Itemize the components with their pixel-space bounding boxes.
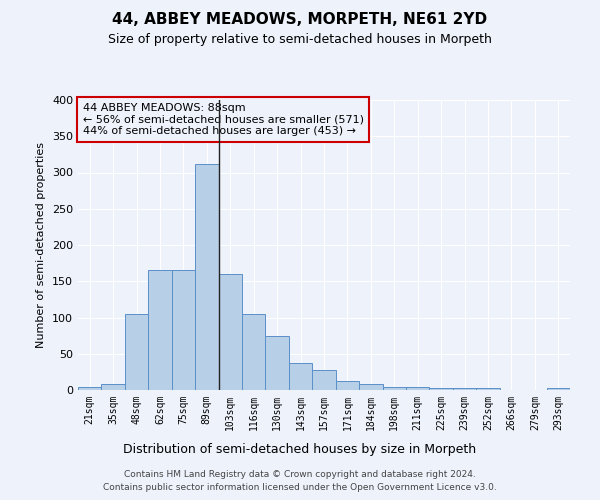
- Text: Distribution of semi-detached houses by size in Morpeth: Distribution of semi-detached houses by …: [124, 442, 476, 456]
- Bar: [242, 314, 265, 390]
- Text: 44 ABBEY MEADOWS: 88sqm
← 56% of semi-detached houses are smaller (571)
44% of s: 44 ABBEY MEADOWS: 88sqm ← 56% of semi-de…: [83, 103, 364, 136]
- Text: Contains public sector information licensed under the Open Government Licence v3: Contains public sector information licen…: [103, 482, 497, 492]
- Bar: [78, 387, 101, 390]
- Bar: [430, 388, 453, 390]
- Text: Size of property relative to semi-detached houses in Morpeth: Size of property relative to semi-detach…: [108, 32, 492, 46]
- Bar: [359, 384, 383, 390]
- Bar: [218, 274, 242, 390]
- Text: Contains HM Land Registry data © Crown copyright and database right 2024.: Contains HM Land Registry data © Crown c…: [124, 470, 476, 479]
- Bar: [195, 164, 218, 390]
- Bar: [476, 388, 500, 390]
- Bar: [172, 270, 195, 390]
- Bar: [265, 336, 289, 390]
- Bar: [289, 363, 312, 390]
- Bar: [336, 382, 359, 390]
- Bar: [101, 384, 125, 390]
- Bar: [406, 387, 430, 390]
- Text: 44, ABBEY MEADOWS, MORPETH, NE61 2YD: 44, ABBEY MEADOWS, MORPETH, NE61 2YD: [112, 12, 488, 28]
- Bar: [148, 270, 172, 390]
- Bar: [312, 370, 336, 390]
- Bar: [547, 388, 570, 390]
- Bar: [125, 314, 148, 390]
- Bar: [383, 387, 406, 390]
- Bar: [453, 388, 476, 390]
- Y-axis label: Number of semi-detached properties: Number of semi-detached properties: [37, 142, 46, 348]
